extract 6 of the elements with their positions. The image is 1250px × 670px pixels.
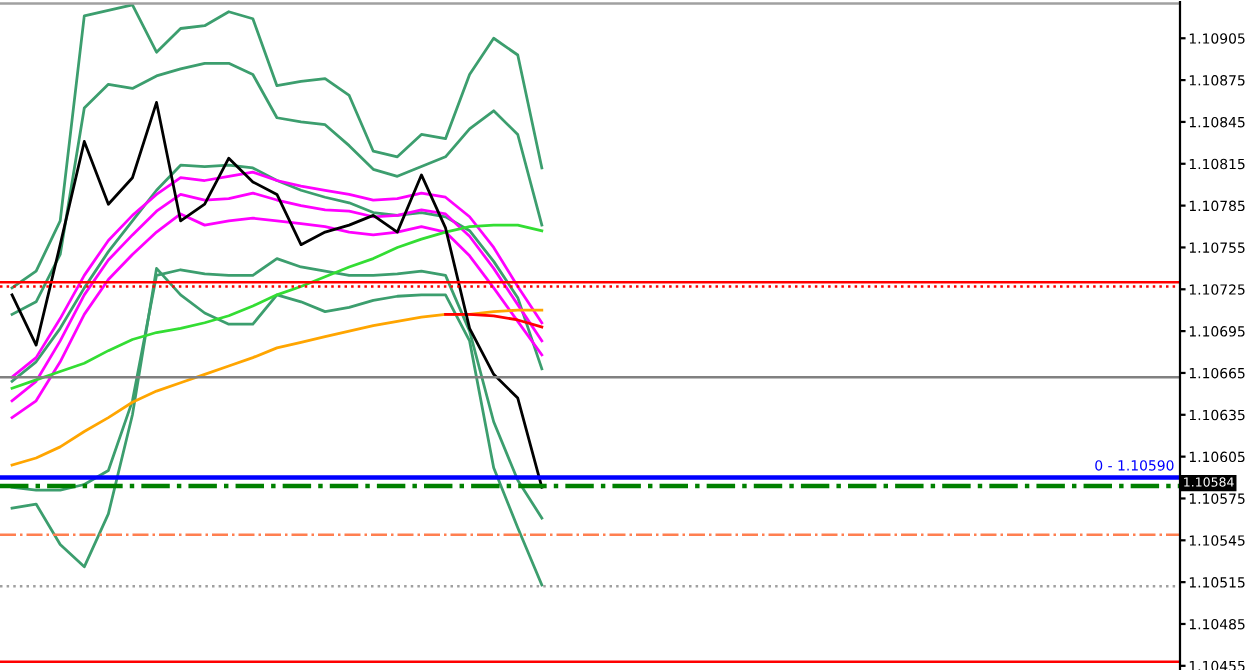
line-series xyxy=(10,223,544,390)
line-series xyxy=(444,312,544,329)
line-series xyxy=(10,191,544,403)
line-series xyxy=(10,308,544,467)
line-series xyxy=(10,212,544,419)
line-series xyxy=(10,101,544,489)
